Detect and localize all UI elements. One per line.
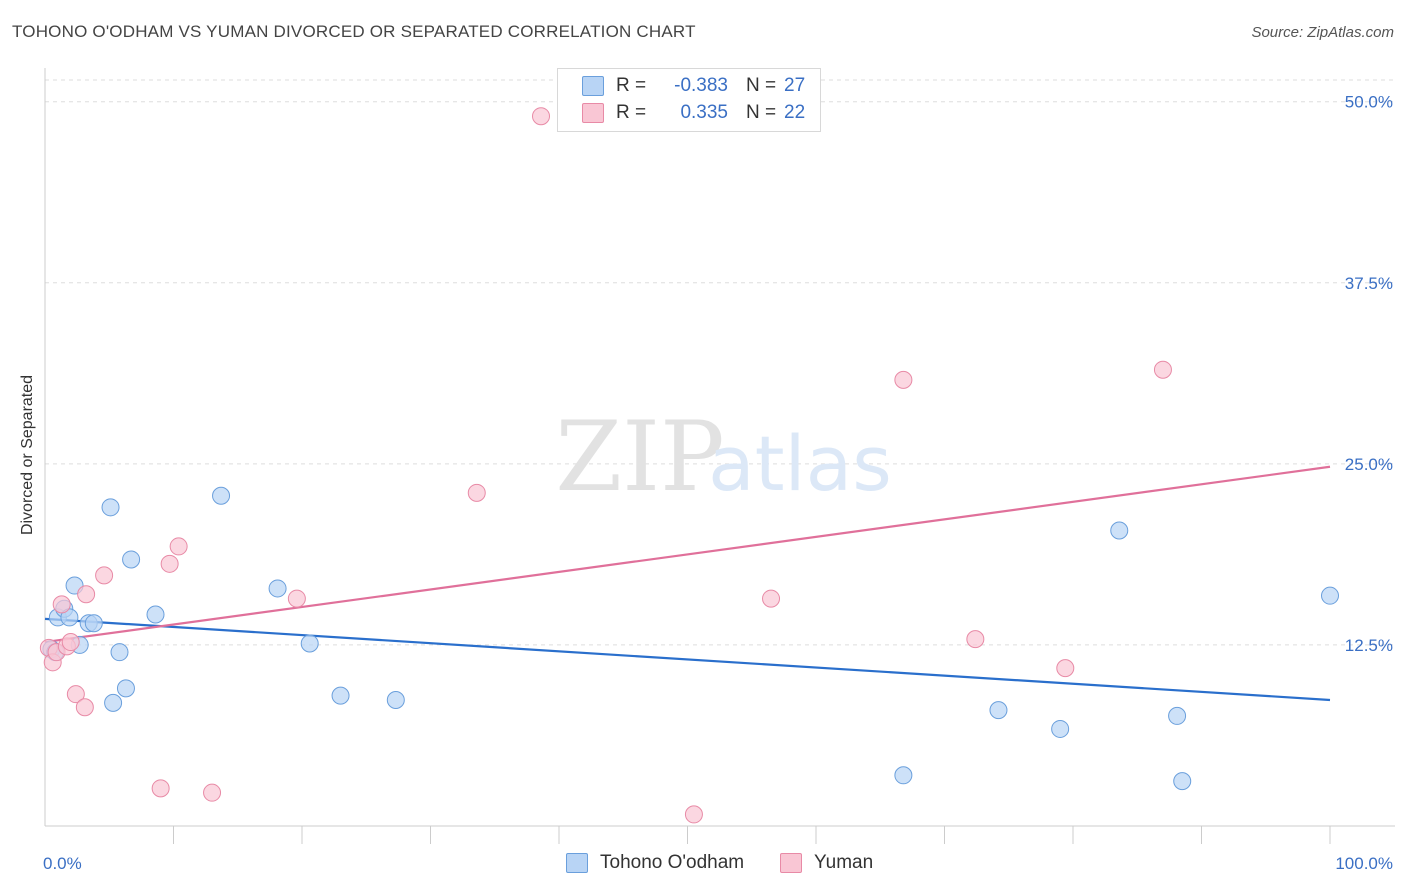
data-point	[75, 698, 94, 717]
trend-line	[44, 617, 1331, 702]
data-point	[160, 554, 179, 573]
data-point	[1056, 659, 1075, 678]
data-point	[61, 633, 80, 652]
trend-line	[44, 465, 1331, 644]
data-point	[95, 566, 114, 585]
r-value: 0.335	[680, 102, 728, 123]
data-points	[39, 107, 1339, 824]
data-point	[1321, 586, 1339, 605]
y-tick-labels: 12.5% 25.0% 37.5% 50.0%	[1345, 93, 1393, 655]
data-point	[146, 605, 165, 624]
r-value: -0.383	[674, 75, 728, 96]
stats-row-yuman: R = 0.335 N = 22	[582, 100, 805, 126]
axes	[44, 68, 1395, 844]
watermark-atlas: atlas	[708, 419, 892, 508]
n-value: 27	[784, 75, 806, 96]
data-point	[966, 630, 985, 649]
data-point	[84, 614, 103, 633]
stats-row-tohono: R = -0.383 N = 27	[582, 73, 805, 99]
data-point	[684, 805, 703, 824]
legend-item-yuman[interactable]: Yuman	[780, 852, 873, 874]
stats-legend: R = -0.383 N = 27 R = 0.335 N = 22	[557, 68, 821, 132]
data-point	[110, 643, 129, 662]
data-point	[1051, 719, 1070, 738]
data-point	[203, 783, 222, 802]
data-point	[762, 589, 781, 608]
n-value: 22	[784, 102, 806, 123]
n-label: N =	[746, 75, 777, 96]
data-point	[1173, 772, 1192, 791]
data-point	[52, 595, 71, 614]
swatch-blue	[566, 853, 588, 873]
x-tick-label: 0.0%	[43, 854, 82, 873]
trend-lines	[44, 465, 1331, 702]
n-label: N =	[746, 102, 777, 123]
data-point	[169, 537, 188, 556]
r-label: R =	[616, 75, 647, 96]
data-point	[989, 701, 1008, 720]
data-point	[104, 693, 123, 712]
data-point	[116, 679, 135, 698]
watermark-zip: ZIP	[555, 401, 724, 513]
legend-item-tohono[interactable]: Tohono O'odham	[566, 852, 744, 874]
y-tick-label: 50.0%	[1345, 93, 1393, 112]
data-point	[331, 686, 350, 705]
data-point	[894, 766, 913, 785]
data-point	[1153, 360, 1172, 379]
data-point	[101, 498, 120, 517]
data-point	[467, 483, 486, 502]
data-point	[212, 486, 231, 505]
x-tick-labels: 0.0% 100.0%	[43, 854, 1393, 873]
data-point	[122, 550, 141, 569]
y-tick-label: 25.0%	[1345, 455, 1393, 474]
r-label: R =	[616, 102, 647, 123]
data-point	[151, 779, 170, 798]
swatch-pink	[582, 103, 604, 123]
series-legend: Tohono O'odham Yuman	[0, 852, 1406, 878]
chart-title: TOHONO O'ODHAM VS YUMAN DIVORCED OR SEPA…	[12, 22, 696, 41]
legend-label: Tohono O'odham	[600, 852, 745, 873]
data-point	[1110, 521, 1129, 540]
data-point	[386, 690, 405, 709]
x-tick-label: 100.0%	[1335, 854, 1393, 873]
swatch-pink	[780, 853, 802, 873]
data-point	[894, 370, 913, 389]
source-label: Source: ZipAtlas.com	[1251, 24, 1394, 41]
y-tick-label: 12.5%	[1345, 636, 1393, 655]
grid-lines	[45, 79, 1395, 646]
swatch-blue	[582, 76, 604, 96]
data-point	[77, 585, 96, 604]
y-tick-label: 37.5%	[1345, 274, 1393, 293]
data-point	[1168, 706, 1187, 725]
data-point	[287, 589, 306, 608]
data-point	[66, 685, 85, 704]
data-point	[268, 579, 287, 598]
data-point	[300, 634, 319, 653]
data-point	[532, 107, 551, 126]
legend-label: Yuman	[814, 852, 874, 873]
